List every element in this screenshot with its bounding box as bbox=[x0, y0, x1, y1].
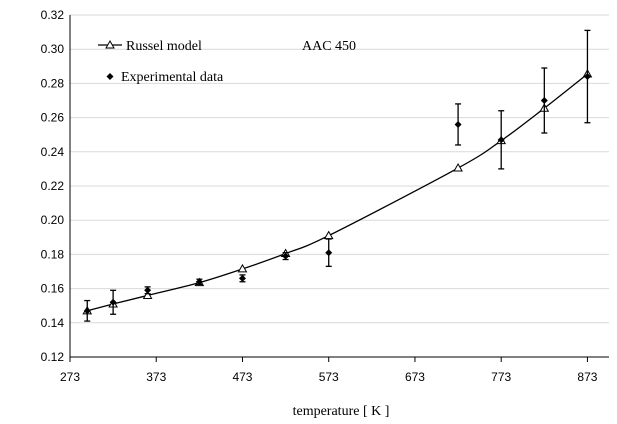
experimental-point bbox=[195, 278, 203, 286]
experimental-point bbox=[238, 274, 246, 282]
experimental-point bbox=[282, 252, 290, 260]
model-line bbox=[87, 73, 588, 312]
y-tick-label: 0.16 bbox=[41, 282, 65, 296]
y-tick-label: 0.18 bbox=[41, 247, 65, 261]
x-tick-label: 573 bbox=[319, 370, 339, 384]
experimental-point bbox=[540, 97, 548, 104]
experimental-point bbox=[497, 136, 505, 144]
x-tick-label: 373 bbox=[146, 370, 166, 384]
legend-exp-marker bbox=[106, 73, 114, 80]
experimental-point bbox=[454, 120, 462, 128]
model-point bbox=[323, 230, 334, 240]
x-tick-label: 673 bbox=[405, 370, 425, 384]
x-tick-labels: 273 373 473 573 673 773 873 bbox=[60, 370, 598, 384]
y-tick-label: 0.14 bbox=[41, 316, 65, 330]
y-tick-label: 0.22 bbox=[41, 179, 65, 193]
legend-model-label: Russel model bbox=[126, 39, 202, 54]
series-russel-model bbox=[82, 68, 593, 315]
y-tick-labels: 0.12 0.14 0.16 0.18 0.20 0.22 0.24 0.26 0.28 0.30… bbox=[41, 8, 65, 364]
model-point bbox=[142, 290, 153, 299]
experimental-point bbox=[83, 307, 91, 315]
model-point bbox=[237, 263, 248, 273]
experimental-point bbox=[109, 298, 117, 306]
x-tick-label: 873 bbox=[577, 370, 597, 384]
series-experimental-data bbox=[83, 29, 591, 322]
x-axis-label: temperature [ K ] bbox=[293, 404, 390, 419]
y-tick-label: 0.30 bbox=[41, 42, 65, 56]
model-point bbox=[453, 163, 463, 172]
legend: Russel model Experimental data bbox=[98, 39, 224, 85]
grid-lines bbox=[70, 14, 609, 358]
y-tick-label: 0.12 bbox=[41, 350, 65, 364]
experimental-point bbox=[144, 286, 152, 294]
chart-annotation: AAC 450 bbox=[302, 39, 356, 54]
y-tick-label: 0.26 bbox=[41, 111, 65, 125]
x-tick-label: 273 bbox=[60, 370, 80, 384]
experimental-point bbox=[325, 249, 333, 257]
axes bbox=[69, 15, 609, 362]
y-tick-label: 0.32 bbox=[41, 8, 65, 22]
legend-model-marker bbox=[105, 39, 115, 49]
y-tick-label: 0.24 bbox=[41, 145, 65, 159]
legend-exp-label: Experimental data bbox=[121, 70, 224, 85]
x-tick-label: 773 bbox=[491, 370, 511, 384]
x-tick-label: 473 bbox=[232, 370, 252, 384]
y-tick-label: 0.28 bbox=[41, 76, 65, 90]
experimental-point bbox=[583, 73, 591, 81]
y-tick-label: 0.20 bbox=[41, 213, 65, 227]
